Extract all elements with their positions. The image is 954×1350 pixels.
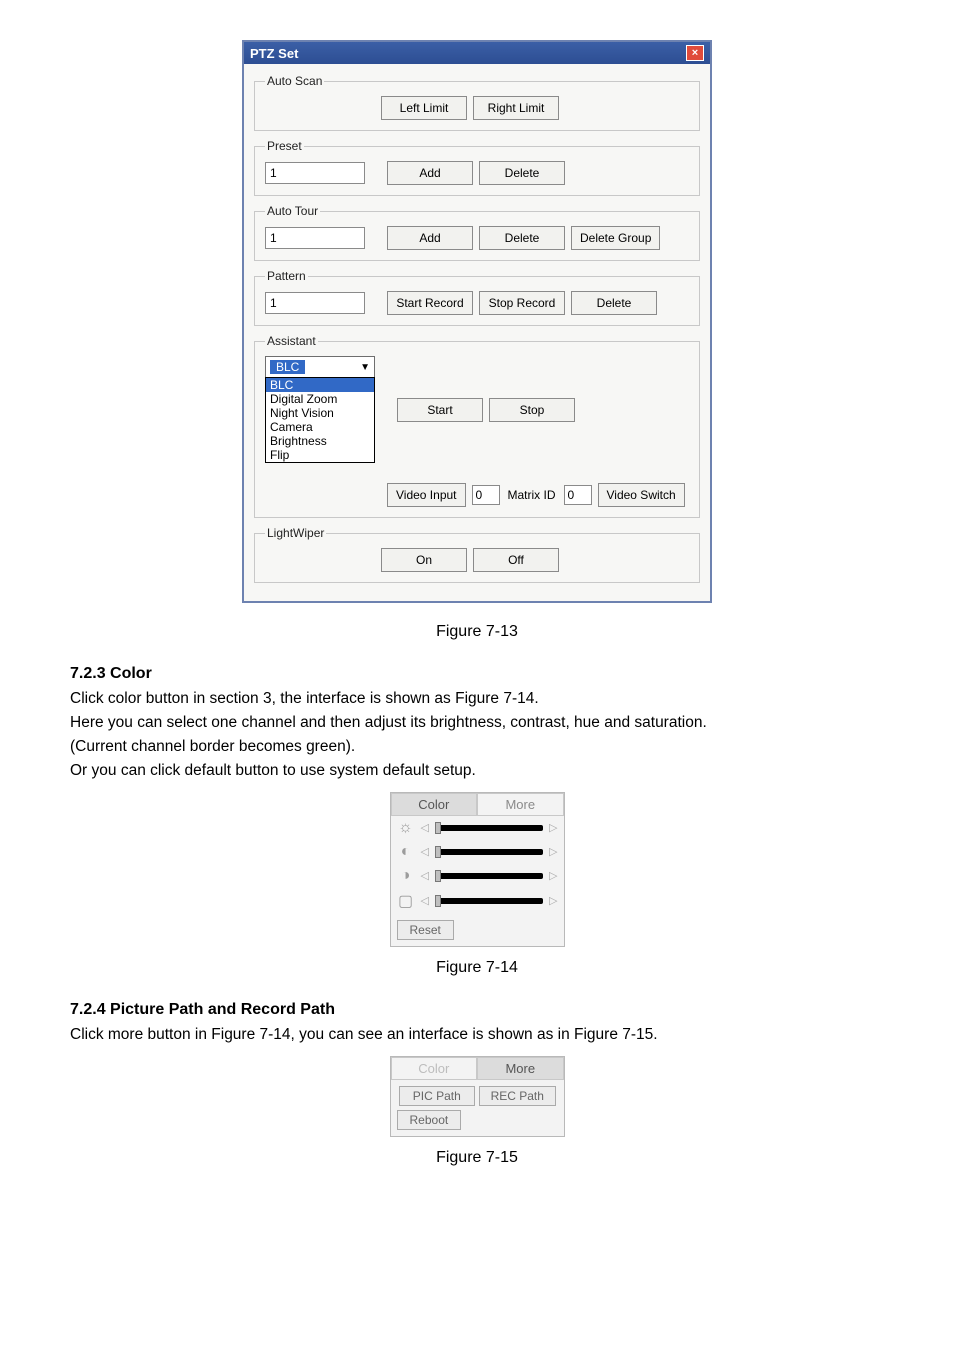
dialog-titlebar: PTZ Set × [244, 42, 710, 64]
left-limit-button[interactable]: Left Limit [381, 96, 467, 120]
assistant-stop-button[interactable]: Stop [489, 398, 575, 422]
assistant-option[interactable]: Digital Zoom [266, 392, 374, 406]
matrix-id-label: Matrix ID [508, 488, 556, 502]
figure-7-15-caption: Figure 7-15 [70, 1149, 884, 1167]
pattern-group: Pattern Start Record Stop Record Delete [254, 269, 700, 326]
chevron-down-icon: ▼ [360, 362, 370, 373]
right-tri-icon[interactable]: ▷ [549, 869, 557, 882]
left-tri-icon[interactable]: ◁ [421, 845, 429, 858]
saturation-icon: ▢ [397, 891, 415, 911]
preset-legend: Preset [265, 139, 304, 153]
video-switch-button[interactable]: Video Switch [598, 483, 685, 507]
autoscan-legend: Auto Scan [265, 74, 324, 88]
preset-group: Preset Add Delete [254, 139, 700, 196]
slider-track[interactable] [435, 825, 543, 831]
lightwiper-group: LightWiper On Off [254, 526, 700, 583]
left-tri-icon[interactable]: ◁ [421, 821, 429, 834]
right-limit-button[interactable]: Right Limit [473, 96, 559, 120]
autoscan-group: Auto Scan Left Limit Right Limit [254, 74, 700, 131]
tab-color[interactable]: Color [391, 1057, 478, 1080]
autotour-group: Auto Tour Add Delete Delete Group [254, 204, 700, 261]
assistant-option[interactable]: Night Vision [266, 406, 374, 420]
body-text: Here you can select one channel and then… [70, 713, 884, 734]
hue-icon: ◑ [397, 867, 415, 885]
pattern-legend: Pattern [265, 269, 308, 283]
close-icon[interactable]: × [686, 45, 704, 61]
assistant-combo[interactable]: BLC ▼ [265, 356, 375, 378]
tab-more[interactable]: More [477, 1057, 564, 1080]
more-panel-tabs: Color More [391, 1057, 564, 1080]
assistant-dropdown[interactable]: BLC Digital Zoom Night Vision Camera Bri… [265, 377, 375, 463]
reboot-button[interactable]: Reboot [397, 1110, 462, 1130]
right-tri-icon[interactable]: ▷ [549, 845, 557, 858]
tab-more[interactable]: More [477, 793, 564, 816]
more-panel: Color More PIC Path REC Path Reboot [390, 1056, 565, 1137]
pattern-stop-record-button[interactable]: Stop Record [479, 291, 565, 315]
color-panel: Color More ☼ ◁ ▷ ◐ ◁ ▷ ◑ ◁ ▷ ▢ ◁ ▷ Reset [390, 792, 565, 947]
body-text: Click more button in Figure 7-14, you ca… [70, 1025, 884, 1046]
assistant-option[interactable]: BLC [266, 378, 374, 392]
video-input-value[interactable] [472, 485, 500, 505]
assistant-start-button[interactable]: Start [397, 398, 483, 422]
contrast-slider[interactable]: ◐ ◁ ▷ [391, 840, 564, 864]
reset-button[interactable]: Reset [397, 920, 454, 940]
left-tri-icon[interactable]: ◁ [421, 894, 429, 907]
autotour-delete-button[interactable]: Delete [479, 226, 565, 250]
pattern-delete-button[interactable]: Delete [571, 291, 657, 315]
assistant-option[interactable]: Flip [266, 448, 374, 462]
body-text: Click color button in section 3, the int… [70, 689, 884, 710]
lightwiper-on-button[interactable]: On [381, 548, 467, 572]
brightness-slider[interactable]: ☼ ◁ ▷ [391, 816, 564, 840]
slider-track[interactable] [435, 849, 543, 855]
preset-delete-button[interactable]: Delete [479, 161, 565, 185]
dialog-body: Auto Scan Left Limit Right Limit Preset … [244, 64, 710, 601]
figure-7-13-caption: Figure 7-13 [70, 623, 884, 641]
tab-color[interactable]: Color [391, 793, 478, 816]
body-text: (Current channel border becomes green). [70, 737, 884, 758]
assistant-option[interactable]: Camera Brightness [266, 420, 374, 448]
video-input-button[interactable]: Video Input [387, 483, 466, 507]
color-panel-tabs: Color More [391, 793, 564, 816]
preset-input[interactable] [265, 162, 365, 184]
rec-path-button[interactable]: REC Path [479, 1086, 556, 1106]
autotour-delete-group-button[interactable]: Delete Group [571, 226, 660, 250]
matrix-id-value[interactable] [564, 485, 592, 505]
autotour-input[interactable] [265, 227, 365, 249]
assistant-legend: Assistant [265, 334, 318, 348]
slider-track[interactable] [435, 873, 543, 879]
dialog-title: PTZ Set [250, 46, 298, 61]
autotour-add-button[interactable]: Add [387, 226, 473, 250]
ptz-set-dialog: PTZ Set × Auto Scan Left Limit Right Lim… [242, 40, 712, 603]
assistant-selected: BLC [270, 360, 305, 374]
assistant-group: Assistant BLC ▼ BLC Digital Zoom Night V… [254, 334, 700, 518]
section-7-2-4-title: 7.2.4 Picture Path and Record Path [70, 1001, 884, 1019]
pic-path-button[interactable]: PIC Path [399, 1086, 476, 1106]
pattern-input[interactable] [265, 292, 365, 314]
left-tri-icon[interactable]: ◁ [421, 869, 429, 882]
preset-add-button[interactable]: Add [387, 161, 473, 185]
right-tri-icon[interactable]: ▷ [549, 894, 557, 907]
lightwiper-off-button[interactable]: Off [473, 548, 559, 572]
slider-track[interactable] [435, 898, 543, 904]
pattern-start-record-button[interactable]: Start Record [387, 291, 473, 315]
hue-slider[interactable]: ◑ ◁ ▷ [391, 864, 564, 888]
saturation-slider[interactable]: ▢ ◁ ▷ [391, 888, 564, 914]
brightness-icon: ☼ [397, 819, 415, 837]
autotour-legend: Auto Tour [265, 204, 320, 218]
section-7-2-3-title: 7.2.3 Color [70, 665, 884, 683]
lightwiper-legend: LightWiper [265, 526, 326, 540]
figure-7-14-caption: Figure 7-14 [70, 959, 884, 977]
right-tri-icon[interactable]: ▷ [549, 821, 557, 834]
contrast-icon: ◐ [397, 843, 415, 861]
body-text: Or you can click default button to use s… [70, 761, 884, 782]
